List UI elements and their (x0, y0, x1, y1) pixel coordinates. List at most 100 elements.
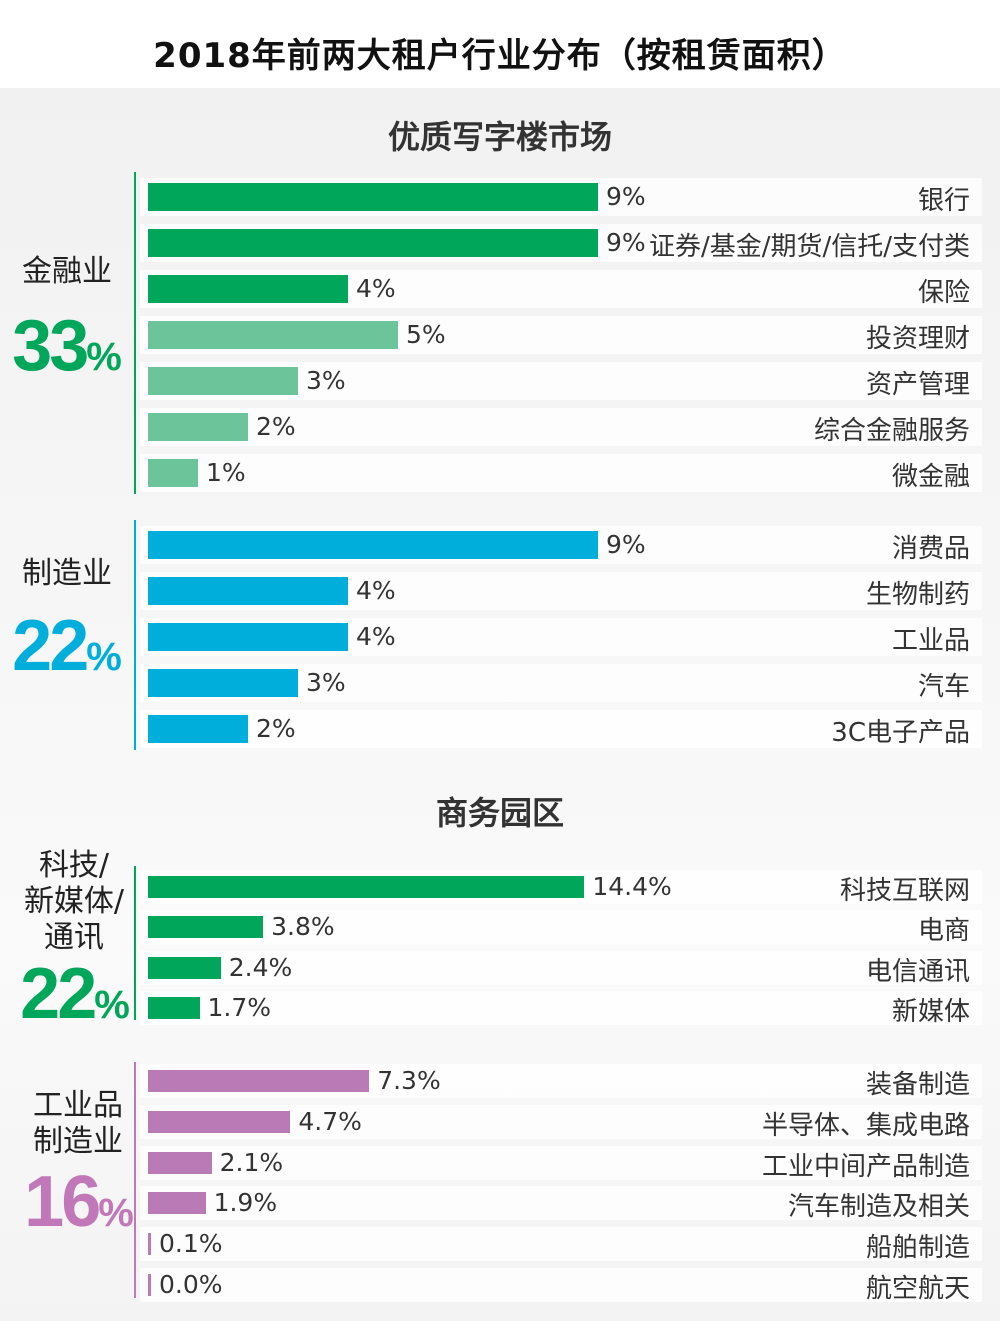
value-label: 2% (256, 412, 296, 441)
value-label: 1.7% (207, 993, 272, 1022)
category-label: 消费品 (891, 534, 970, 564)
category-label: 银行 (917, 186, 970, 216)
category-label: 3C电子产品 (831, 718, 970, 748)
value-label: 2% (256, 714, 296, 743)
row-background (140, 1227, 982, 1261)
group-total-unit: % (98, 1191, 134, 1235)
bar (148, 577, 348, 605)
value-label: 3% (306, 668, 346, 697)
group-total-unit: % (94, 983, 130, 1027)
category-label: 船舶制造 (865, 1233, 970, 1263)
group-divider-line (134, 866, 136, 1020)
category-label: 装备制造 (865, 1070, 970, 1100)
section-title: 优质写字楼市场 (387, 118, 612, 156)
bar (148, 413, 248, 441)
bar (148, 1233, 152, 1255)
value-label: 4% (356, 622, 396, 651)
group-total-value: 22 (12, 606, 89, 686)
category-label: 投资理财 (865, 324, 970, 354)
group-total-value: 22 (20, 954, 97, 1034)
category-label: 半导体、集成电路 (761, 1111, 970, 1141)
row-background (140, 454, 982, 492)
row-background (140, 1186, 982, 1220)
group-label-line: 工业品 (33, 1088, 123, 1123)
group-total-percent: 22% (16, 958, 134, 1030)
group-total-value: 16 (24, 1162, 101, 1242)
group-total-percent: 33% (12, 310, 122, 382)
bar (148, 916, 264, 938)
bar (148, 275, 348, 303)
value-label: 4% (356, 274, 396, 303)
bar (148, 229, 598, 257)
bar (148, 876, 585, 898)
bar (148, 1274, 151, 1296)
value-label: 0.0% (159, 1270, 223, 1299)
bar (148, 623, 348, 651)
row-background (140, 991, 982, 1025)
bar (148, 1070, 370, 1092)
category-label: 综合金融服务 (813, 416, 970, 446)
group-total-unit: % (86, 335, 122, 379)
category-label: 航空航天 (865, 1274, 970, 1304)
value-label: 14.4% (592, 872, 672, 901)
value-label: 4% (356, 576, 396, 605)
row-background (140, 1268, 982, 1302)
section-title: 商务园区 (435, 794, 564, 832)
group-divider-line (134, 172, 136, 494)
bar (148, 459, 198, 487)
category-label: 资产管理 (865, 370, 970, 400)
page-title: 2018年前两大租户行业分布（按租赁面积） (153, 36, 847, 76)
bar (148, 1152, 212, 1174)
bar (148, 531, 598, 559)
group-label-line: 制造业 (33, 1124, 123, 1159)
row-background (140, 710, 982, 748)
group-divider-line (134, 1062, 136, 1298)
bar (148, 669, 298, 697)
value-label: 9% (606, 228, 646, 257)
row-background (140, 1146, 982, 1180)
group-label: 制造业 (16, 556, 118, 592)
bar (148, 997, 200, 1019)
row-background (140, 910, 982, 944)
bar (148, 367, 298, 395)
value-label: 3.8% (271, 912, 335, 941)
category-label: 工业中间产品制造 (761, 1152, 970, 1182)
value-label: 3% (306, 366, 346, 395)
category-label: 工业品 (891, 626, 970, 656)
category-label: 电商 (917, 916, 970, 946)
value-label: 1% (206, 458, 246, 487)
category-label: 微金融 (891, 462, 970, 492)
group-divider-line (134, 520, 136, 750)
value-label: 9% (606, 182, 646, 211)
bar (148, 321, 398, 349)
group-label-line: 通讯 (44, 920, 104, 955)
group-total-percent: 16% (20, 1166, 138, 1238)
category-label: 汽车 (917, 672, 970, 702)
group-label-line: 新媒体/ (23, 884, 125, 919)
value-label: 2.1% (219, 1148, 284, 1177)
value-label: 5% (406, 320, 446, 349)
group-label-line: 制造业 (22, 556, 112, 591)
bar (148, 1192, 206, 1214)
group-label: 金融业 (16, 254, 118, 290)
category-label: 汽车制造及相关 (787, 1192, 970, 1222)
value-label: 7.3% (377, 1066, 441, 1095)
group-label: 科技/新媒体/通讯 (18, 848, 130, 956)
group-total-percent: 22% (12, 610, 122, 682)
value-label: 0.1% (159, 1229, 223, 1258)
bar (148, 957, 221, 979)
value-label: 4.7% (298, 1107, 362, 1136)
group-label: 工业品 制造业 (22, 1088, 134, 1160)
group-total-value: 33 (12, 306, 89, 386)
category-label: 新媒体 (891, 997, 970, 1027)
bar (148, 715, 248, 743)
group-label-line: 科技/ (38, 848, 110, 883)
category-label: 生物制药 (865, 580, 970, 610)
row-background (140, 408, 982, 446)
category-label: 保险 (917, 278, 970, 308)
row-background (140, 951, 982, 985)
value-label: 9% (606, 530, 646, 559)
category-label: 证券/基金/期货/信托/支付类 (648, 232, 970, 262)
category-label: 科技互联网 (839, 876, 970, 906)
category-label: 电信通讯 (865, 957, 970, 987)
